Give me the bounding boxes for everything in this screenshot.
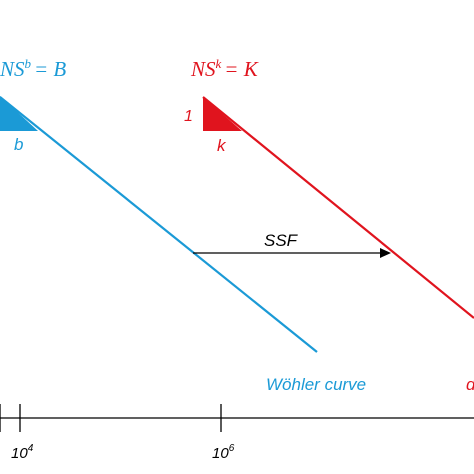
- tick-label-1e4: 104: [11, 443, 34, 462]
- red-slope-triangle: [203, 97, 242, 131]
- red-sn-line: [202, 96, 474, 319]
- ssf-arrowhead: [380, 248, 391, 258]
- tick-1e4-base: 10: [11, 445, 28, 462]
- blue-slope-triangle: [0, 96, 38, 131]
- red-slope-rise-label: 1: [184, 108, 193, 125]
- red-eq-exponent: k: [216, 56, 222, 71]
- red-curve-label: d: [466, 375, 474, 394]
- tick-1e4-exp: 4: [28, 443, 34, 454]
- blue-slope-run-label: b: [14, 135, 23, 154]
- tick-label-1e6: 106: [212, 443, 235, 462]
- red-eq-lhs: NS: [190, 57, 216, 81]
- blue-eq-lhs: NS: [0, 57, 25, 81]
- red-slope-run-label: k: [217, 136, 227, 155]
- red-eq-rhs: = K: [224, 57, 258, 81]
- tick-1e6-base: 10: [212, 445, 229, 462]
- woehler-curve-label: Wöhler curve: [266, 375, 366, 394]
- red-equation: NSk = K: [190, 56, 259, 81]
- blue-eq-rhs: = B: [34, 57, 66, 81]
- blue-sn-line: [0, 96, 318, 353]
- ssf-label: SSF: [264, 231, 299, 250]
- tick-1e6-exp: 6: [229, 443, 235, 454]
- blue-eq-exponent: b: [25, 56, 32, 71]
- blue-equation: NSb = B: [0, 56, 66, 81]
